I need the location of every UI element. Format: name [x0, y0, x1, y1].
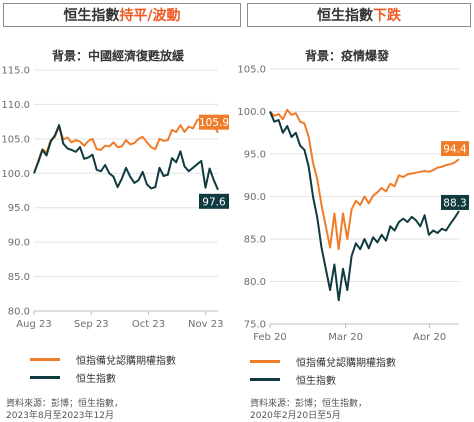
panel-header-right: 恒生指數 下跌 [247, 3, 471, 27]
y-tick-label: 100.0 [1, 169, 30, 180]
x-tick-label: Oct 23 [132, 319, 165, 330]
legend-swatch-dark [30, 375, 60, 379]
panel-header-left: 恒生指數 持平/波動 [3, 3, 241, 27]
y-tick-label: 95.0 [244, 150, 266, 161]
legend-item-right-covered-call: 恒指備兌認購期權指數 [250, 352, 396, 370]
x-tick-label: Apr 20 [413, 332, 446, 340]
x-tick-label: Feb 20 [253, 332, 287, 340]
legend-left: 恒指備兌認購期權指數 恒生指數 [30, 350, 176, 386]
end-value-badge-hsi: 88.3 [441, 194, 469, 210]
y-tick-label: 105.0 [237, 65, 266, 76]
source-note-right: 資料來源：彭博；恒生指數， 2020年2月20日至5月 [250, 398, 367, 422]
series-line-covered-call [33, 115, 219, 174]
y-tick-label: 85.0 [244, 235, 266, 246]
end-value-badge-bg [199, 193, 229, 209]
source-line-1: 資料來源：彭博；恒生指數， [250, 399, 368, 409]
y-tick-label: 95.0 [8, 203, 30, 214]
legend-item-right-hsi: 恒生指數 [250, 370, 396, 388]
end-value-badge-bg [441, 194, 469, 210]
x-tick-label: Nov 23 [188, 319, 223, 330]
header-left-prefix: 恒生指數 [63, 8, 120, 24]
y-tick-label: 105.0 [1, 134, 30, 145]
series-line-covered-call [269, 108, 460, 251]
y-tick-label: 80.0 [244, 277, 266, 288]
source-line-2: 2023年8月至2023年12月 [6, 411, 114, 421]
y-tick-label: 110.0 [1, 100, 30, 111]
end-value-label: 105.9 [199, 117, 229, 129]
end-value-badge-hsi: 97.6 [199, 193, 229, 209]
legend-swatch-dark [250, 377, 280, 381]
chart-title: 背景：疫情爆發 [305, 48, 390, 63]
legend-label: 恒生指數 [296, 375, 336, 387]
y-tick-label: 100.0 [237, 107, 266, 118]
end-value-badge-covered-call: 105.9 [199, 114, 229, 130]
y-tick-label: 85.0 [8, 272, 30, 283]
source-note-left: 資料來源：彭博；恒生指數， 2023年8月至2023年12月 [6, 398, 123, 422]
series-line-hsi [269, 111, 460, 302]
x-tick-label: Sep 23 [74, 319, 109, 330]
chart-title: 背景：中國經濟復甦放緩 [52, 48, 185, 63]
end-value-label: 97.6 [202, 196, 226, 208]
y-tick-label: 80.0 [8, 307, 30, 318]
legend-swatch-orange [30, 357, 60, 361]
source-line-2: 2020年2月20日至5月 [250, 411, 341, 421]
legend-label: 恒指備兌認購期權指數 [296, 357, 396, 369]
end-value-badge-covered-call: 94.4 [441, 141, 469, 157]
end-value-badge-bg [199, 114, 229, 130]
y-tick-label: 90.0 [8, 238, 30, 249]
chart-right: 背景：疫情爆發 75.0 80.0 85.0 90.0 95.0 100.0 105.0 Feb… [237, 48, 469, 340]
end-value-label: 94.4 [443, 144, 467, 156]
y-tick-label: 75.0 [244, 320, 266, 331]
y-tick-label: 90.0 [244, 192, 266, 203]
y-tick-label: 115.0 [1, 66, 30, 77]
legend-label: 恒生指數 [76, 373, 116, 385]
header-right-accent: 下跌 [373, 8, 401, 24]
legend-label: 恒指備兌認購期權指數 [76, 355, 176, 367]
source-line-1: 資料來源：彭博；恒生指數， [6, 399, 124, 409]
header-left-accent: 持平/波動 [119, 8, 181, 24]
x-tick-label: Aug 23 [16, 319, 51, 330]
legend-right: 恒指備兌認購期權指數 恒生指數 [250, 352, 396, 388]
x-tick-label: Mar 20 [328, 332, 363, 340]
header-right-prefix: 恒生指數 [317, 8, 373, 24]
end-value-label: 88.3 [443, 197, 466, 209]
legend-item-left-covered-call: 恒指備兌認購期權指數 [30, 350, 176, 368]
chart-left: 背景：中國經濟復甦放緩 80.0 85.0 90.0 95.0 100.0 105.0 110… [1, 48, 229, 330]
legend-swatch-orange [250, 359, 280, 363]
series-line-hsi [33, 124, 219, 191]
end-value-badge-bg [441, 141, 469, 157]
legend-item-left-hsi: 恒生指數 [30, 368, 176, 386]
